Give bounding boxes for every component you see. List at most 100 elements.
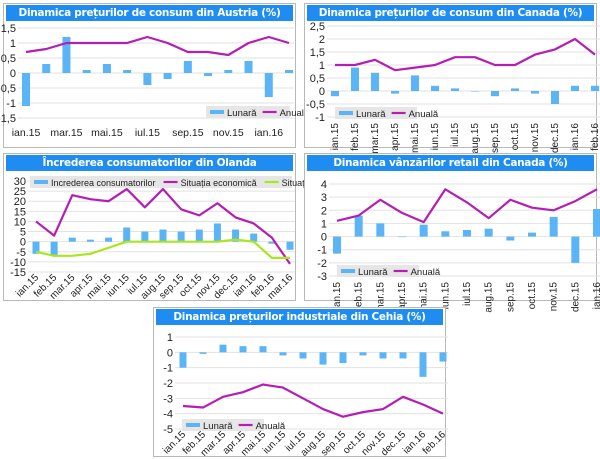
chart-svg-cehia: 10-1-2-3-4-5ian.15feb.15mar.15apr.15mai.… bbox=[161, 332, 448, 459]
bar-aug.15 bbox=[471, 91, 479, 92]
chart-title: Dinamica prețurilor industriale din Cehi… bbox=[156, 309, 443, 325]
bar-feb.16 bbox=[591, 85, 599, 91]
x-tick-label: mai.15 bbox=[410, 123, 421, 153]
bar-feb.15 bbox=[351, 67, 359, 91]
x-tick-label: ian.16 bbox=[254, 127, 283, 139]
bar-ian.16 bbox=[264, 73, 273, 97]
bar-feb.16 bbox=[285, 70, 293, 73]
legend-swatch-bar bbox=[34, 180, 48, 184]
y-tick-label: -1 bbox=[317, 245, 327, 257]
bar-apr.15 bbox=[82, 70, 91, 73]
legend-swatch-bar bbox=[339, 111, 353, 115]
bar-iun.15 bbox=[123, 70, 132, 73]
legend: Lunară Anuală bbox=[337, 265, 441, 278]
bar-sep.15 bbox=[177, 231, 185, 242]
series-line-2 bbox=[35, 238, 290, 259]
bar-feb.15 bbox=[354, 215, 363, 237]
bar-oct.15 bbox=[195, 229, 203, 242]
y-tick-label: -1 bbox=[315, 112, 325, 124]
legend: Lunară Anuală bbox=[182, 419, 286, 432]
x-tick-label: iun.15 bbox=[430, 123, 441, 151]
bar-feb.15 bbox=[50, 241, 58, 255]
bar-oct.15 bbox=[204, 73, 213, 76]
bar-ian.15 bbox=[179, 352, 187, 368]
x-tick-label: mar.15 bbox=[50, 127, 82, 139]
bar-sep.15 bbox=[506, 236, 515, 241]
x-tick-label: ian.15 bbox=[12, 127, 41, 139]
bar-mar.15 bbox=[376, 223, 385, 237]
x-tick-label: iul.15 bbox=[462, 282, 473, 306]
y-tick-label: 0,5 bbox=[1, 53, 16, 65]
y-tick-label: 2 bbox=[321, 205, 327, 217]
bar-nov.15 bbox=[549, 216, 558, 237]
bar-apr.15 bbox=[239, 346, 247, 353]
bar-iun.15 bbox=[123, 227, 131, 242]
bar-dec.15 bbox=[551, 91, 559, 104]
y-tick-label: 0 bbox=[20, 237, 26, 249]
bar-apr.15 bbox=[86, 239, 94, 242]
bar-nov.15 bbox=[379, 352, 387, 359]
bar-feb.16 bbox=[268, 241, 276, 244]
bar-mar.15 bbox=[371, 72, 379, 91]
x-tick-label: sep.15 bbox=[172, 127, 204, 139]
y-tick-label: 10 bbox=[14, 216, 26, 228]
y-tick-label: 4 bbox=[321, 179, 327, 191]
y-tick-label: 0 bbox=[321, 232, 327, 244]
x-tick-label: nov.15 bbox=[213, 127, 244, 139]
bar-sep.15 bbox=[339, 352, 347, 364]
y-tick-label: 2 bbox=[319, 34, 325, 46]
series-line-1 bbox=[335, 37, 596, 72]
bar-apr.15 bbox=[391, 91, 399, 94]
bar-dec.15 bbox=[571, 236, 580, 263]
bar-oct.15 bbox=[528, 232, 536, 237]
bar-mar.15 bbox=[219, 344, 227, 353]
y-tick-label: -15 bbox=[10, 267, 26, 279]
bar-mar.15 bbox=[62, 37, 71, 73]
bar-mai.15 bbox=[419, 224, 428, 237]
legend-box bbox=[337, 265, 419, 277]
x-tick-label: aug.15 bbox=[484, 282, 495, 313]
bar-iul.15 bbox=[141, 231, 149, 242]
bar-iun.15 bbox=[441, 231, 450, 237]
bar-aug.15 bbox=[484, 228, 493, 237]
bar-mar.15 bbox=[68, 237, 76, 242]
x-tick-label: iun.15 bbox=[440, 282, 451, 310]
x-tick-label: sep.15 bbox=[505, 282, 516, 312]
bar-feb.15 bbox=[42, 64, 51, 73]
legend-label: Anuală bbox=[409, 109, 439, 120]
y-tick-label: -10 bbox=[10, 257, 26, 269]
bar-mai.15 bbox=[102, 64, 111, 73]
bar-nov.15 bbox=[531, 91, 539, 94]
y-tick-label: 20 bbox=[14, 196, 26, 208]
y-tick-label: -5 bbox=[16, 247, 26, 259]
chart-svg-canada-cpi: 2,521,510,50-0,5-1 ian.15 feb.15 mar.15 apr.… bbox=[306, 21, 600, 154]
legend-label: Lunară bbox=[227, 108, 257, 119]
bar-sep.15 bbox=[491, 91, 499, 97]
bar-nov.15 bbox=[224, 70, 233, 73]
x-tick-label: iul.15 bbox=[450, 123, 461, 147]
legend-box bbox=[30, 176, 292, 188]
x-tick-label: oct.15 bbox=[510, 123, 521, 151]
bar-mai.15 bbox=[105, 237, 113, 242]
bar-iul.15 bbox=[463, 230, 471, 237]
legend-box bbox=[182, 419, 264, 431]
bar-dec.15 bbox=[232, 229, 240, 242]
bar-ian.15 bbox=[333, 236, 341, 254]
y-tick-label: 5 bbox=[20, 227, 26, 239]
bar-ian.15 bbox=[331, 91, 339, 97]
x-tick-label: feb.15 bbox=[354, 282, 365, 310]
y-tick-label: -0,5 bbox=[306, 99, 325, 111]
legend-label: Lunară bbox=[203, 421, 233, 432]
y-tick-label: 0 bbox=[10, 68, 16, 80]
y-tick-label: -0,5 bbox=[0, 83, 16, 95]
x-tick-label: dec.15 bbox=[550, 123, 561, 153]
legend-swatch-bar bbox=[186, 423, 200, 427]
bar-oct.15 bbox=[511, 88, 519, 91]
bar-aug.15 bbox=[159, 229, 167, 242]
x-tick-label: nov.15 bbox=[549, 282, 560, 312]
chart-panel-olanda: Încrederea consumatorilor din Olanda 30 2… bbox=[3, 153, 353, 302]
chart-panel-austria: Dinamica prețurilor de consum din Austri… bbox=[0, 3, 310, 148]
legend-label: Anuală bbox=[280, 108, 310, 119]
x-tick-label: mar.15 bbox=[370, 123, 381, 154]
